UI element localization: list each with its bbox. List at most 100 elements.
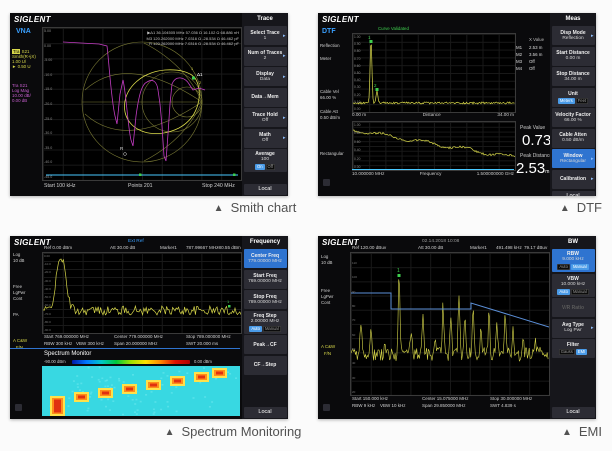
dtf-freq-trace: [353, 129, 515, 158]
svg-text:1: 1: [227, 299, 230, 304]
stop-freq-label: Stop 240 MHz: [202, 183, 235, 189]
softkey-cf-to-step[interactable]: CF→Step: [243, 355, 287, 375]
peak-distance-label: Peak Distance: [520, 153, 553, 159]
toggle-rbw-auto[interactable]: Auto: [557, 264, 570, 270]
vbw: VBW 10 kHz: [380, 403, 406, 408]
softkey-start-distance[interactable]: Start Distance 0.00 m: [551, 46, 595, 66]
sidebar-cont: Cont: [13, 296, 23, 301]
status-icon: [15, 404, 22, 411]
marker-ampl: 79.17 dBuv: [524, 245, 548, 250]
sweep-time: SWT 4.839 s: [490, 403, 516, 408]
toggle-vbw-manual[interactable]: Manual: [570, 288, 589, 295]
toggle-filter-emi[interactable]: EMI: [575, 349, 588, 355]
local-button[interactable]: Local: [551, 190, 595, 196]
softkey-cable-atten[interactable]: Cable Atten 0.50 dB/m: [551, 128, 595, 148]
sidebar-pa: PA: [13, 312, 19, 317]
softkey-vr-ratio[interactable]: V/R Ratio: [551, 298, 595, 317]
dtf-distance-plot: 1.00 0.90 0.80 0.70 0.60 0.50 0.40 0.30 0.20 0.10…: [352, 33, 516, 113]
toggle-average-off[interactable]: Off: [265, 164, 276, 170]
sidebar-fn: F/N: [16, 345, 23, 350]
marker-freq: 787.99667 MHz: [186, 245, 219, 250]
softkey-average[interactable]: Average 100 On Off: [243, 149, 287, 172]
sidebar-log: Log: [321, 254, 329, 259]
chevron-right-icon: ▸: [282, 53, 286, 59]
sidebar-free: Free: [13, 284, 23, 289]
start-freq: Start 150.000 kHz: [352, 396, 389, 401]
softkey-math[interactable]: Math Off ▸: [243, 128, 287, 148]
screenshot-spectrum-monitoring: SIGLENT Ext Ref Ref 0.00 dBm Att 30.00 d…: [10, 236, 288, 419]
status-note: Curve Validated: [378, 26, 409, 31]
ref-level: Ref 0.00 dBm: [44, 245, 73, 250]
rbw: RBW 9 kHz: [352, 403, 376, 408]
scale-high: 0.00 dBm: [194, 359, 212, 364]
softkey-calibration[interactable]: Calibration ▸: [551, 169, 595, 189]
vbw: VBW 300 kHz: [76, 341, 105, 346]
x-axis-labels: 0.00 m Distance 34.00 m: [352, 112, 514, 117]
caption-smith-chart: ▲ Smith chart: [213, 200, 297, 215]
x-axis-labels: 10.000000 MHz Frequency 1.500000000 GHz: [352, 171, 514, 176]
span: Span 29.850000 MHz: [422, 403, 466, 408]
softkey-disp-mode[interactable]: Disp Mode Reflection ▸: [551, 26, 595, 45]
marker-2-label: 2: [199, 81, 201, 85]
sidebar-scale: 10 dB: [321, 260, 333, 265]
emi-trace: 1: [351, 268, 549, 362]
toggle-unit-meters[interactable]: Meters: [557, 97, 575, 104]
status-icon: [323, 179, 330, 186]
softkey-window[interactable]: Window Rectangular ▸: [551, 149, 595, 168]
status-icon: [323, 404, 330, 411]
marker-freq: 491.498 kHz: [496, 245, 522, 250]
softkey-unit[interactable]: Unit Meters Feet: [551, 87, 595, 107]
softkey-stop-distance[interactable]: Stop Distance 34.00 m: [551, 67, 595, 86]
chevron-right-icon: ▸: [282, 114, 286, 121]
softkey-rbw[interactable]: RBW 9.000 kHz Auto Manual: [551, 249, 595, 272]
softkey-center-freq[interactable]: Center Freq 779.00000 MHz: [243, 249, 287, 268]
toggle-unit-feet[interactable]: Feet: [575, 97, 589, 104]
marker-row: M4 Off: [516, 65, 535, 71]
local-button[interactable]: Local: [243, 406, 287, 418]
screenshot-dtf: SIGLENT DTF Curve Validated Reflection M…: [318, 13, 596, 196]
sidebar-reflection: Reflection: [320, 43, 340, 48]
triangle-icon: ▲: [559, 203, 570, 214]
softkey-select-trace[interactable]: Select Trace 1 ▸: [243, 26, 287, 45]
sidebar-window: Rectangular: [320, 151, 344, 156]
marker-readout: ▶Δ1 36.104505 MHz 57.036 Ω 16.102 Ω 68.8…: [146, 30, 239, 46]
chevron-right-icon: ▸: [590, 155, 594, 162]
softkey-avg-type[interactable]: Avg Type Log Pwr ▸: [551, 318, 595, 338]
dtf-frequency-plot: 1.00 0.80 0.60 0.40 0.20 0.00: [352, 121, 516, 171]
softkey-menu: Trace Select Trace 1 ▸ Num of Traces 2 ▸ Displ…: [242, 13, 288, 196]
chevron-right-icon: ▸: [590, 176, 594, 182]
softkey-start-freq[interactable]: Start Freq 769.00000 MHz: [243, 269, 287, 289]
softkey-vbw[interactable]: VBW 10.000 kHz Auto Manual: [551, 273, 595, 297]
sidebar-trace-a: A C&W: [321, 344, 336, 349]
softkey-filter[interactable]: Filter Gauss EMI: [551, 339, 595, 358]
softkey-trace-hold[interactable]: Trace Hold Off ▸: [243, 108, 287, 127]
sidebar-free: Free: [321, 288, 331, 293]
local-button[interactable]: Local: [243, 183, 287, 195]
marker-1-label: 1: [191, 67, 193, 71]
toggle-freq-step-auto[interactable]: Auto: [249, 325, 262, 332]
softkey-velocity-factor[interactable]: Velocity Factor 66.00 %: [551, 108, 595, 127]
attenuation: Att 30.00 dB: [110, 245, 136, 250]
softkey-peak-to-cf[interactable]: Peak→CF: [243, 335, 287, 354]
softkey-freq-step[interactable]: Freq Step 2.00000 MHz Auto Manual: [243, 310, 287, 334]
softkey-display[interactable]: Display Data ▸: [243, 67, 287, 86]
sidebar-lgpwr: LgPwr: [321, 294, 334, 299]
y-axis-ticks: 1.00 0.90 0.80 0.70 0.60 0.50 0.40 0.30 0.20 0.10…: [354, 35, 361, 111]
softkey-data-to-mem[interactable]: Data→Mem: [243, 87, 287, 107]
local-button[interactable]: Local: [551, 406, 595, 418]
ref-level: Ref 120.00 dBuv: [352, 245, 387, 250]
marker-name: Marker1: [160, 245, 177, 250]
toggle-average-on[interactable]: On: [254, 164, 265, 170]
softkey-stop-freq[interactable]: Stop Freq 789.00000 MHz: [243, 290, 287, 309]
softkey-num-of-traces[interactable]: Num of Traces 2 ▸: [243, 46, 287, 66]
marker-r-label: R: [120, 146, 124, 151]
siglent-logo: SIGLENT: [322, 15, 359, 24]
menu-header: Frequency: [249, 239, 281, 245]
toggle-vbw-auto[interactable]: Auto: [557, 288, 570, 295]
datetime: 02.14.2018 10:08: [422, 239, 460, 244]
peak-value: 0.73: [522, 132, 552, 149]
toggle-freq-step-manual[interactable]: Manual: [262, 325, 281, 332]
softkey-menu: BW RBW 9.000 kHz Auto Manual VBW 10.000 kHz Au…: [550, 236, 596, 419]
toggle-rbw-manual[interactable]: Manual: [570, 264, 589, 270]
toggle-filter-gauss[interactable]: Gauss: [558, 349, 575, 355]
